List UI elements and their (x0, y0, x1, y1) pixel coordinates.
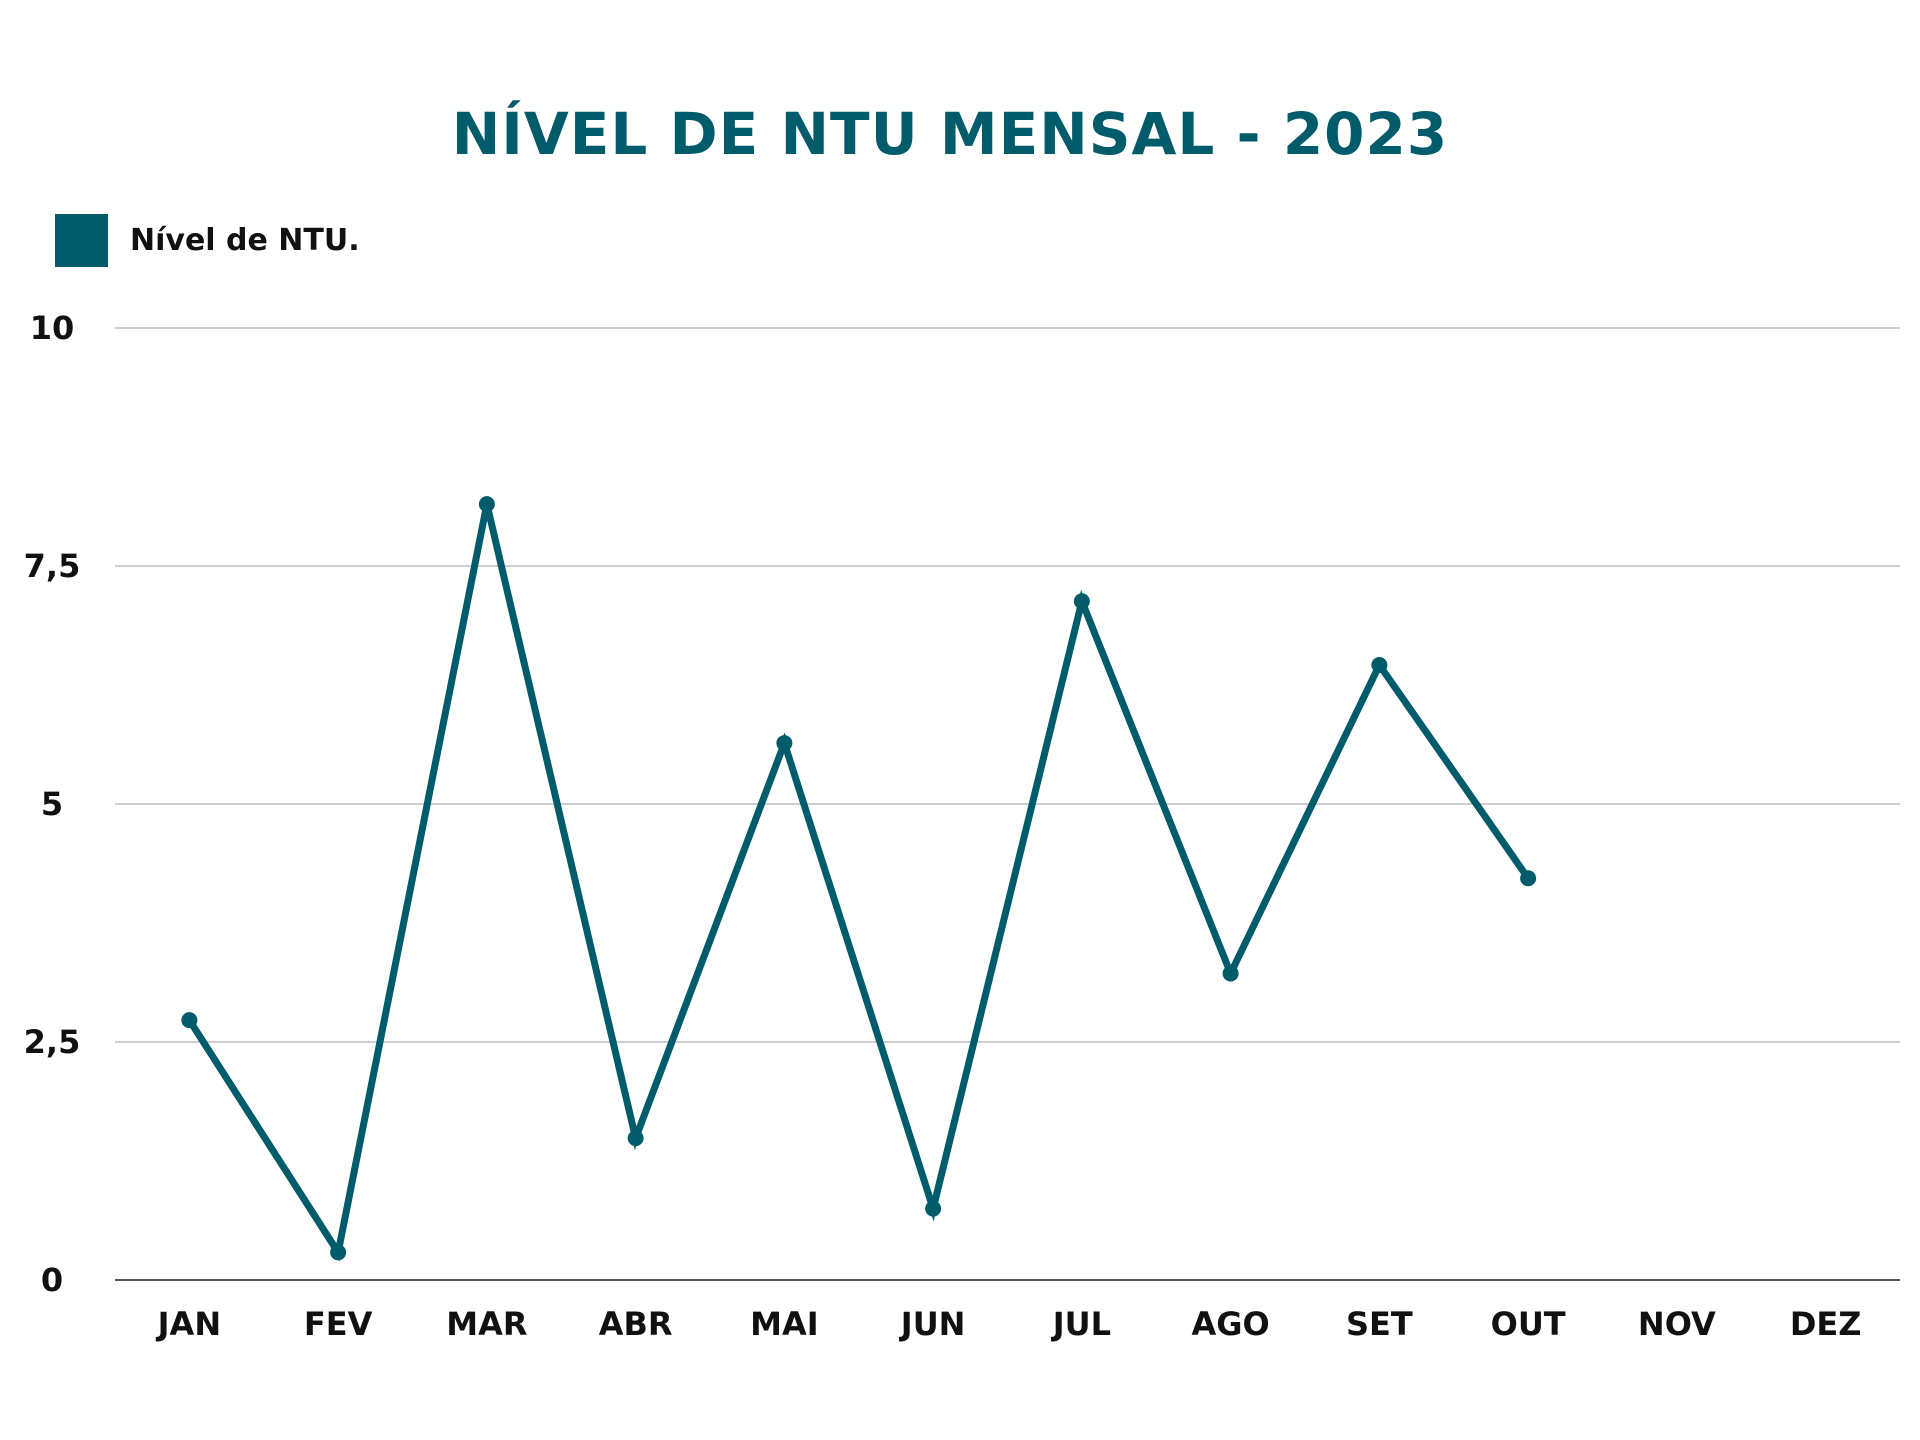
data-point (1222, 965, 1239, 982)
x-tick-label: JUL (1051, 1305, 1111, 1343)
x-tick-label: JUN (899, 1305, 966, 1343)
y-tick-label: 5 (41, 785, 63, 823)
data-point (1371, 657, 1388, 674)
x-tick-label: FEV (304, 1305, 373, 1343)
y-axis-labels: 0 2,5 5 7,5 10 (24, 309, 81, 1299)
series-layer (181, 496, 1537, 1262)
x-tick-label: MAI (750, 1305, 819, 1343)
x-tick-label: SET (1346, 1305, 1413, 1343)
x-tick-label: MAR (446, 1305, 527, 1343)
grid-lines (115, 327, 1900, 1281)
x-tick-label: OUT (1491, 1305, 1566, 1343)
data-point (925, 1200, 942, 1217)
data-point (181, 1012, 198, 1029)
x-tick-label: ABR (599, 1305, 673, 1343)
legend-swatch (55, 214, 108, 267)
chart-title: NÍVEL DE NTU MENSAL - 2023 (451, 100, 1449, 168)
legend-label: Nível de NTU. (130, 223, 360, 258)
series-line (185, 503, 1532, 1262)
y-tick-label: 10 (30, 309, 75, 347)
data-point (627, 1130, 644, 1147)
y-tick-label: 7,5 (24, 547, 81, 585)
x-axis-labels: JAN FEV MAR ABR MAI JUN JUL AGO SET OUT NOV DEZ (156, 1305, 1862, 1343)
x-tick-label: JAN (156, 1305, 221, 1343)
data-point (1520, 870, 1537, 887)
x-tick-label: DEZ (1790, 1305, 1862, 1343)
legend: Nível de NTU. (55, 214, 360, 267)
x-tick-label: NOV (1638, 1305, 1716, 1343)
y-tick-label: 2,5 (24, 1023, 81, 1061)
y-tick-label: 0 (41, 1261, 63, 1299)
x-tick-label: AGO (1192, 1305, 1270, 1343)
data-point (330, 1244, 347, 1261)
data-point (478, 496, 495, 513)
data-point (776, 735, 793, 752)
data-point (1073, 593, 1090, 610)
